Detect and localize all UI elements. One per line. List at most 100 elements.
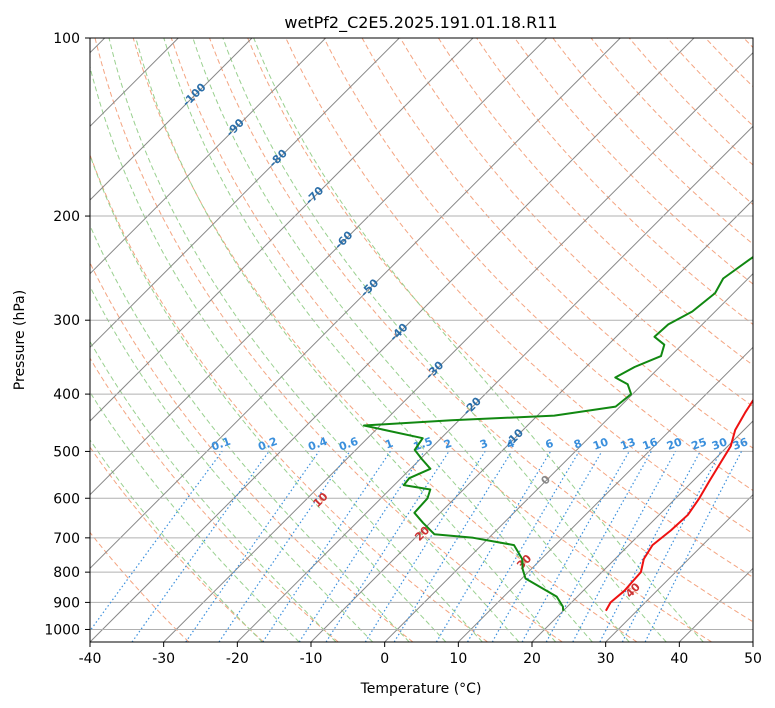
- dry-adiabat-line: [667, 38, 753, 127]
- dry-adiabat-line: [399, 38, 753, 408]
- mixing-ratio-label: 1: [383, 437, 395, 452]
- mixing-ratio-line: [90, 451, 223, 632]
- isotherm-label: 0: [538, 473, 553, 488]
- isotherm-line: [90, 38, 695, 642]
- mixing-ratio-line: [621, 451, 722, 642]
- x-tick-label: -40: [79, 651, 102, 667]
- moist-adiabat-line: [90, 224, 410, 642]
- moist-adiabat-line: [192, 38, 630, 642]
- moist-adiabat-line: [90, 391, 300, 642]
- mixing-ratio-label: 13: [619, 435, 638, 452]
- moist-adiabat-line: [90, 340, 337, 642]
- mixing-ratio-label: 20: [665, 435, 684, 453]
- dry-adiabat-line: [90, 153, 488, 642]
- isotherm-line: [310, 199, 753, 642]
- dry-adiabat-line: [132, 38, 638, 642]
- mixing-ratio-line: [218, 451, 351, 642]
- moist-adiabat-line: [222, 38, 667, 642]
- y-tick-label: 800: [53, 565, 80, 581]
- mixing-ratio-line: [298, 451, 425, 642]
- mixing-ratio-label: 2: [442, 437, 454, 452]
- isotherm-line: [678, 567, 753, 642]
- mixing-ratio-line: [393, 451, 513, 642]
- dry-adiabat-label: 20: [412, 524, 432, 544]
- mixing-ratio-line: [262, 451, 391, 642]
- mixing-ratio-label: 0.1: [210, 435, 233, 454]
- isotherm-line: [384, 272, 753, 642]
- mixing-ratio-label: 8: [572, 437, 584, 452]
- dry-adiabat-line: [323, 38, 753, 492]
- mixing-ratio-line: [644, 451, 743, 642]
- isotherm-label: -30: [423, 358, 446, 381]
- dry-adiabat-line: [514, 38, 753, 285]
- isotherm-line: [90, 38, 474, 422]
- x-tick-label: -10: [300, 651, 323, 667]
- mixing-ratio-label: 25: [690, 435, 709, 452]
- x-tick-label: -20: [226, 651, 249, 667]
- dry-adiabat-line: [90, 531, 190, 642]
- y-tick-label: 900: [53, 595, 80, 611]
- mixing-ratio-line: [521, 451, 630, 642]
- mixing-ratio-label: 0.6: [337, 435, 360, 454]
- mixing-ratio-line: [325, 451, 450, 642]
- mixing-ratio-label: 4: [505, 437, 517, 452]
- isotherm-line: [236, 125, 753, 642]
- mixing-ratio-label: 0.4: [306, 435, 329, 454]
- dry-adiabat-line: [90, 446, 264, 642]
- dry-adiabat-line: [90, 261, 414, 642]
- mixing-ratio-label: 30: [710, 435, 729, 453]
- mixing-ratio-line: [435, 451, 552, 642]
- mixing-ratio-line: [466, 451, 580, 642]
- mixing-ratio-label: 6: [544, 437, 556, 452]
- mixing-ratio-label: 36: [731, 435, 750, 453]
- mixing-ratio-line: [572, 451, 677, 642]
- dry-adiabat-line: [247, 38, 753, 578]
- background-lines: [90, 38, 753, 642]
- moist-adiabat-line: [90, 64, 483, 642]
- y-tick-label: 600: [53, 491, 80, 507]
- y-tick-label: 700: [53, 531, 80, 547]
- mixing-ratio-label: 3: [478, 437, 490, 452]
- dry-adiabat-line: [705, 38, 753, 88]
- y-tick-label: 300: [53, 313, 80, 329]
- dry-adiabat-line: [437, 38, 753, 366]
- dry-adiabat-line: [170, 38, 712, 642]
- isotherm-line: [457, 346, 753, 642]
- y-axis-label: Pressure (hPa): [12, 290, 28, 390]
- chart-title: wetPf2_C2E5.2025.191.01.18.R11: [284, 13, 557, 33]
- moist-adiabat-line: [90, 153, 447, 642]
- dry-adiabat-line: [209, 38, 753, 623]
- dry-adiabat-line: [743, 38, 753, 49]
- x-tick-label: 20: [523, 651, 541, 667]
- axes: -40 -30 -20 -10 0 10 20 30 40 5010020030040050060…: [44, 31, 762, 667]
- x-tick-label: 40: [670, 651, 688, 667]
- x-tick-label: 10: [449, 651, 467, 667]
- isotherm-line: [163, 51, 753, 642]
- mixing-ratio-line: [185, 451, 320, 642]
- isotherm-line: [605, 493, 753, 642]
- moist-adiabat-line: [163, 38, 593, 642]
- mixing-ratio-label: 10: [591, 435, 610, 453]
- mixing-ratio-line: [599, 451, 701, 642]
- moist-adiabat-line: [135, 38, 557, 642]
- y-tick-label: 200: [53, 209, 80, 225]
- dry-adiabat-line: [94, 38, 563, 642]
- isotherm-line: [90, 38, 400, 349]
- isotherm-line: [90, 38, 327, 275]
- y-tick-label: 400: [53, 387, 80, 403]
- isotherm-line: [90, 38, 253, 201]
- dry-adiabat-line: [476, 38, 753, 326]
- y-tick-label: 500: [53, 444, 80, 460]
- y-tick-label: 100: [53, 31, 80, 47]
- isotherm-line: [531, 420, 753, 642]
- moist-adiabat-line: [90, 439, 263, 642]
- plot-frame: [89, 37, 754, 643]
- dry-adiabat-line: [361, 38, 753, 449]
- isotherm-line: [752, 641, 753, 642]
- x-axis-label: Temperature (°C): [360, 681, 482, 697]
- isotherm-line: [90, 38, 621, 570]
- mixing-ratio-line: [545, 451, 652, 642]
- dry-adiabat-line: [90, 357, 339, 642]
- moist-adiabat-line: [253, 38, 704, 642]
